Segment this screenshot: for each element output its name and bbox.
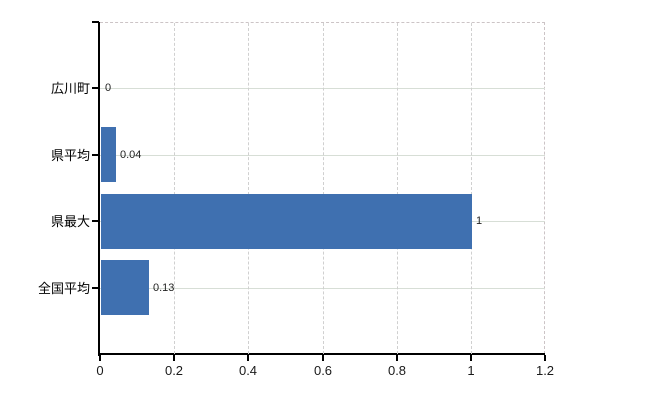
x-axis-tick-label: 0.2 bbox=[164, 363, 184, 378]
x-axis-tick-label: 0.4 bbox=[238, 363, 258, 378]
bar bbox=[101, 260, 149, 315]
bar bbox=[101, 194, 472, 249]
value-label: 0 bbox=[105, 82, 112, 94]
horizontal-gridline bbox=[100, 288, 545, 289]
category-label: 広川町 bbox=[50, 81, 90, 96]
x-axis-tick bbox=[544, 355, 546, 361]
value-label: 1 bbox=[476, 215, 483, 227]
x-axis-tick-label: 0.8 bbox=[387, 363, 407, 378]
x-axis-line bbox=[98, 353, 545, 355]
x-axis-tick-label: 1.2 bbox=[535, 363, 555, 378]
vertical-gridline bbox=[471, 23, 472, 354]
y-axis-tick bbox=[92, 220, 99, 222]
bar bbox=[101, 127, 116, 182]
x-axis-tick-label: 1 bbox=[467, 363, 475, 378]
horizontal-gridline bbox=[100, 88, 545, 89]
y-axis-end-tick bbox=[92, 21, 99, 23]
x-axis-tick-label: 0 bbox=[96, 363, 104, 378]
x-axis-tick-label: 0.6 bbox=[313, 363, 333, 378]
x-axis-tick bbox=[396, 355, 398, 361]
y-axis-tick bbox=[92, 287, 99, 289]
vertical-gridline bbox=[397, 23, 398, 354]
x-axis-tick bbox=[322, 355, 324, 361]
x-axis-tick bbox=[247, 355, 249, 361]
category-label: 県平均 bbox=[50, 148, 90, 163]
value-label: 0.04 bbox=[120, 149, 142, 161]
vertical-gridline bbox=[323, 23, 324, 354]
y-axis-line bbox=[98, 22, 100, 356]
y-axis-tick bbox=[92, 87, 99, 89]
x-axis-tick bbox=[99, 355, 101, 361]
vertical-gridline bbox=[174, 23, 175, 354]
category-label: 県最大 bbox=[50, 214, 90, 229]
value-label: 0.13 bbox=[153, 282, 175, 294]
x-axis-tick bbox=[173, 355, 175, 361]
category-label: 全国平均 bbox=[37, 281, 90, 296]
x-axis-tick bbox=[470, 355, 472, 361]
horizontal-gridline bbox=[100, 155, 545, 156]
y-axis-tick bbox=[92, 154, 99, 156]
vertical-gridline bbox=[248, 23, 249, 354]
